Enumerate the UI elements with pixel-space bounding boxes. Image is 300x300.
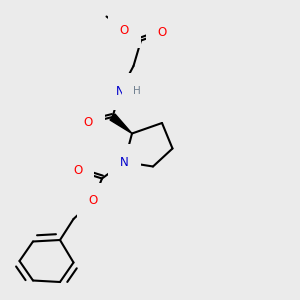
Text: O: O: [74, 164, 82, 178]
Text: O: O: [88, 194, 98, 208]
Text: N: N: [116, 85, 124, 98]
Text: O: O: [158, 26, 166, 40]
Text: O: O: [84, 116, 93, 130]
Text: N: N: [120, 155, 129, 169]
Text: O: O: [120, 23, 129, 37]
Polygon shape: [110, 114, 132, 134]
Text: H: H: [133, 86, 140, 96]
